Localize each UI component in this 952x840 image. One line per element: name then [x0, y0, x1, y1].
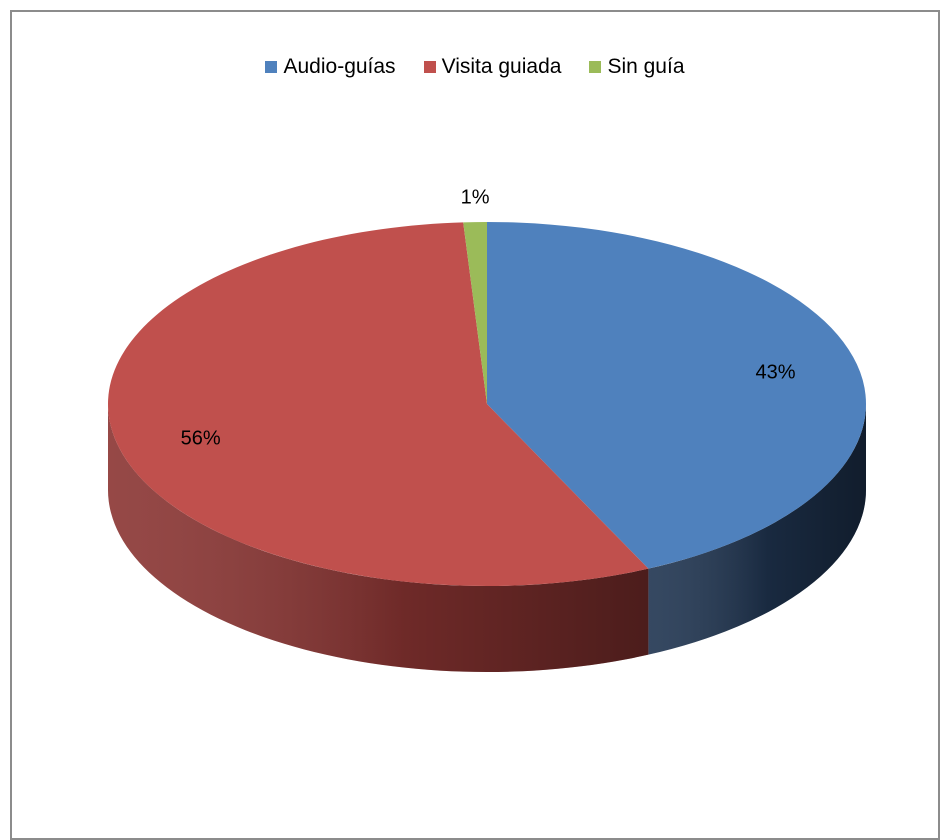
data-label-visita-guiada: 56% — [181, 428, 221, 450]
legend-item-audio-guias: Audio-guías — [265, 55, 396, 79]
pie-side-shade-visita-guiada — [108, 404, 649, 672]
legend-swatch-visita-guiada — [423, 61, 436, 73]
legend-swatch-audio-guias — [265, 61, 278, 73]
legend-item-sin-guia: Sin guía — [589, 55, 685, 79]
legend-label-audio-guias: Audio-guías — [283, 55, 396, 78]
legend-label-sin-guia: Sin guía — [607, 55, 685, 78]
data-label-audio-guias: 43% — [755, 361, 795, 383]
data-label-sin-guia: 1% — [461, 186, 490, 208]
legend-label-visita-guiada: Visita guiada — [441, 55, 562, 78]
pie-slice-audio-guias — [487, 222, 866, 569]
pie-slice-sin-guia — [463, 222, 487, 404]
legend-swatch-sin-guia — [589, 61, 602, 73]
pie-side-shade-audio-guias — [648, 404, 866, 655]
legend-item-visita-guiada: Visita guiada — [423, 55, 562, 79]
legend: Audio-guías Visita guiada Sin guía — [12, 52, 938, 82]
pie-slice-visita-guiada — [108, 222, 649, 586]
